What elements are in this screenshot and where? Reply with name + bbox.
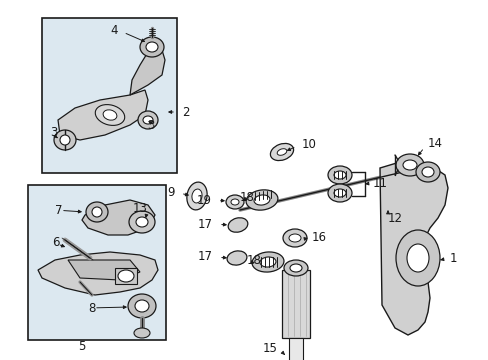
Ellipse shape	[421, 167, 433, 177]
Bar	[42, 18, 177, 173]
Ellipse shape	[92, 207, 102, 217]
Ellipse shape	[260, 257, 275, 267]
Ellipse shape	[277, 149, 286, 155]
Text: 11: 11	[372, 176, 387, 189]
Ellipse shape	[60, 135, 70, 145]
Ellipse shape	[284, 260, 307, 276]
Ellipse shape	[86, 202, 108, 222]
Text: 16: 16	[311, 230, 326, 243]
Ellipse shape	[186, 182, 207, 210]
Ellipse shape	[327, 166, 351, 184]
Text: 9: 9	[167, 185, 175, 198]
Ellipse shape	[327, 184, 351, 202]
Text: 19: 19	[197, 194, 212, 207]
Text: 18: 18	[246, 255, 262, 267]
Ellipse shape	[406, 244, 428, 272]
Text: 6: 6	[52, 235, 60, 248]
Ellipse shape	[289, 264, 302, 272]
Ellipse shape	[138, 111, 158, 129]
Text: 8: 8	[88, 302, 95, 315]
Bar	[115, 268, 137, 284]
Text: 17: 17	[198, 217, 213, 230]
Text: 12: 12	[387, 212, 402, 225]
Ellipse shape	[333, 171, 346, 179]
Ellipse shape	[251, 252, 284, 272]
Polygon shape	[38, 252, 158, 295]
Polygon shape	[58, 90, 148, 140]
Ellipse shape	[283, 229, 306, 247]
Ellipse shape	[245, 190, 277, 210]
Ellipse shape	[395, 230, 439, 286]
Bar	[28, 185, 165, 340]
Text: 2: 2	[182, 105, 189, 118]
Polygon shape	[130, 48, 164, 95]
Text: 5: 5	[78, 341, 85, 354]
Text: 3: 3	[50, 126, 57, 139]
Text: 13: 13	[133, 202, 148, 215]
Ellipse shape	[254, 195, 269, 205]
Text: 3: 3	[147, 118, 155, 131]
Bar	[288, 338, 303, 360]
Ellipse shape	[146, 42, 158, 52]
Ellipse shape	[395, 154, 423, 176]
Text: 14: 14	[427, 136, 442, 149]
Ellipse shape	[228, 218, 247, 232]
Polygon shape	[82, 200, 155, 235]
Ellipse shape	[128, 294, 156, 318]
Text: 4: 4	[110, 23, 118, 36]
Ellipse shape	[230, 199, 239, 205]
Ellipse shape	[333, 189, 346, 197]
Ellipse shape	[129, 211, 155, 233]
Text: 1: 1	[449, 252, 457, 265]
Ellipse shape	[402, 160, 416, 170]
Text: 10: 10	[302, 138, 316, 150]
Ellipse shape	[415, 162, 439, 182]
Ellipse shape	[226, 251, 246, 265]
Ellipse shape	[54, 130, 76, 150]
Ellipse shape	[135, 300, 149, 312]
Ellipse shape	[142, 116, 153, 124]
Ellipse shape	[140, 37, 163, 57]
Ellipse shape	[134, 328, 150, 338]
Ellipse shape	[270, 143, 293, 161]
Polygon shape	[379, 162, 447, 335]
Ellipse shape	[136, 217, 148, 227]
Ellipse shape	[225, 195, 244, 209]
Ellipse shape	[118, 270, 134, 282]
Ellipse shape	[191, 189, 202, 203]
Text: 18: 18	[240, 190, 254, 203]
Text: 15: 15	[263, 342, 278, 355]
Polygon shape	[68, 260, 140, 280]
Text: 7: 7	[55, 203, 62, 216]
Ellipse shape	[288, 234, 301, 242]
Ellipse shape	[95, 105, 124, 125]
Ellipse shape	[103, 110, 117, 120]
Text: 17: 17	[198, 251, 213, 264]
Bar	[282, 270, 309, 338]
